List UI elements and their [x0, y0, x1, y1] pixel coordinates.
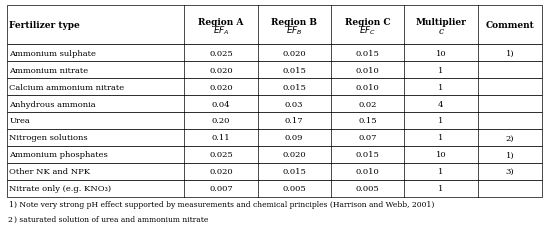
Text: ) Note very strong pH effect supported by measurements and chemical principles (: ) Note very strong pH effect supported b…	[14, 200, 435, 208]
Text: 0.020: 0.020	[209, 83, 233, 91]
Text: 10: 10	[435, 50, 446, 57]
Text: Fertilizer type: Fertilizer type	[9, 21, 80, 30]
Text: 0.005: 0.005	[356, 184, 379, 192]
Text: Urea: Urea	[9, 117, 30, 125]
Text: Region C: Region C	[345, 18, 390, 27]
Text: 0.020: 0.020	[209, 168, 233, 176]
Text: Region A: Region A	[198, 18, 244, 27]
Text: 1): 1)	[506, 50, 514, 57]
Text: 0.04: 0.04	[211, 100, 230, 108]
Text: 0.03: 0.03	[285, 100, 304, 108]
Text: ) saturated solution of urea and ammonium nitrate: ) saturated solution of urea and ammoniu…	[14, 215, 209, 223]
Text: Calcium ammonium nitrate: Calcium ammonium nitrate	[9, 83, 125, 91]
Text: c: c	[439, 27, 444, 35]
Text: 0.07: 0.07	[358, 134, 377, 142]
Text: 0.010: 0.010	[356, 66, 379, 74]
Bar	[7, 45, 542, 62]
Text: $EF_B$: $EF_B$	[286, 25, 302, 37]
Text: Multiplier: Multiplier	[416, 18, 466, 27]
Text: 4: 4	[438, 100, 444, 108]
Text: 0.007: 0.007	[209, 184, 233, 192]
Text: Other NK and NPK: Other NK and NPK	[9, 168, 91, 176]
Text: 0.005: 0.005	[282, 184, 306, 192]
Text: Ammonium nitrate: Ammonium nitrate	[9, 66, 88, 74]
Text: 1: 1	[8, 200, 13, 208]
Text: 0.015: 0.015	[356, 151, 379, 159]
Text: 0.015: 0.015	[282, 83, 306, 91]
Text: 0.02: 0.02	[358, 100, 377, 108]
Text: $EF_C$: $EF_C$	[359, 25, 376, 37]
Bar	[7, 96, 542, 112]
Text: Nitrate only (e.g. KNO₃): Nitrate only (e.g. KNO₃)	[9, 184, 111, 192]
Text: 1: 1	[438, 184, 444, 192]
Text: 10: 10	[435, 151, 446, 159]
Text: 1: 1	[438, 168, 444, 176]
Bar	[7, 180, 542, 197]
Bar	[7, 146, 542, 163]
Text: 0.010: 0.010	[356, 83, 379, 91]
Text: 0.020: 0.020	[282, 151, 306, 159]
Bar	[7, 163, 542, 180]
Text: 2): 2)	[506, 134, 514, 142]
Text: 0.11: 0.11	[211, 134, 230, 142]
Bar	[7, 6, 542, 45]
Text: 0.020: 0.020	[209, 66, 233, 74]
Bar	[7, 62, 542, 79]
Text: 0.015: 0.015	[282, 168, 306, 176]
Text: 1: 1	[438, 66, 444, 74]
Bar	[7, 129, 542, 146]
Text: 1: 1	[438, 134, 444, 142]
Text: 0.010: 0.010	[356, 168, 379, 176]
Text: 0.020: 0.020	[282, 50, 306, 57]
Text: Anhydrous ammonia: Anhydrous ammonia	[9, 100, 96, 108]
Bar	[7, 79, 542, 96]
Text: 0.015: 0.015	[356, 50, 379, 57]
Text: Region B: Region B	[271, 18, 317, 27]
Text: Comment: Comment	[486, 21, 534, 30]
Text: 1: 1	[438, 83, 444, 91]
Text: 0.17: 0.17	[285, 117, 304, 125]
Text: 0.20: 0.20	[212, 117, 230, 125]
Text: 0.025: 0.025	[209, 50, 233, 57]
Text: 1): 1)	[506, 151, 514, 159]
Text: $EF_A$: $EF_A$	[212, 25, 229, 37]
Bar	[7, 112, 542, 129]
Text: 3): 3)	[506, 168, 514, 176]
Text: 0.09: 0.09	[285, 134, 304, 142]
Text: 1: 1	[438, 117, 444, 125]
Text: 2: 2	[8, 215, 13, 223]
Text: Ammonium sulphate: Ammonium sulphate	[9, 50, 96, 57]
Text: 0.15: 0.15	[358, 117, 377, 125]
Text: Nitrogen solutions: Nitrogen solutions	[9, 134, 88, 142]
Text: 0.025: 0.025	[209, 151, 233, 159]
Text: Ammonium phosphates: Ammonium phosphates	[9, 151, 108, 159]
Text: 0.015: 0.015	[282, 66, 306, 74]
